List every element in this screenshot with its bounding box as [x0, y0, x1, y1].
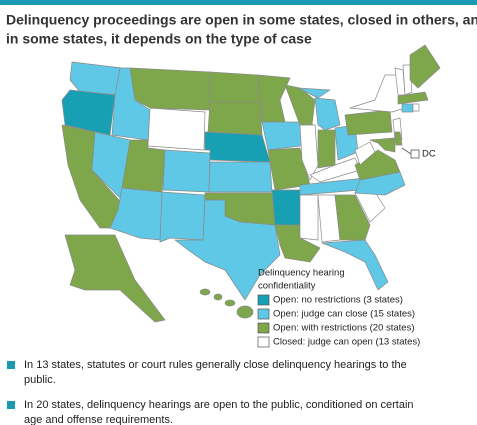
state — [257, 74, 291, 123]
state — [401, 103, 414, 113]
state — [299, 124, 319, 181]
state — [207, 101, 263, 136]
note-line: In 20 states, delinquency hearings are o… — [24, 399, 414, 411]
note-line: In 13 states, statutes or court rules ge… — [24, 359, 407, 371]
top-bar — [0, 0, 477, 5]
bullet — [7, 361, 15, 369]
notes: In 13 states, statutes or court rules ge… — [7, 359, 414, 425]
state — [317, 129, 336, 169]
state — [344, 109, 393, 136]
state — [284, 84, 316, 126]
state — [394, 131, 403, 146]
legend-label: Open: no restrictions (3 states) — [273, 295, 403, 306]
state — [61, 89, 116, 136]
state — [369, 137, 396, 153]
bullet — [7, 401, 15, 409]
state — [162, 149, 211, 193]
dc-leader — [401, 147, 412, 155]
state — [129, 67, 211, 111]
state — [209, 71, 261, 103]
state — [354, 141, 376, 166]
legend-label: Open: judge can close (15 states) — [273, 309, 415, 320]
state — [159, 191, 206, 243]
us-map — [61, 44, 441, 323]
state — [174, 199, 281, 301]
state — [199, 288, 211, 296]
legend-swatch — [257, 322, 270, 334]
state — [412, 103, 420, 112]
legend-swatch — [257, 294, 270, 306]
state — [224, 299, 236, 307]
legend-label: Open: with restrictions (20 states) — [273, 323, 415, 334]
legend-swatch — [257, 336, 270, 348]
legend-label: Closed: judge can open (13 states) — [273, 337, 420, 348]
state — [297, 87, 331, 99]
state — [64, 234, 166, 323]
state — [397, 91, 429, 105]
legend-title: Delinquency hearing — [258, 268, 345, 279]
legend-swatch — [257, 308, 270, 320]
state — [213, 293, 223, 301]
state — [409, 44, 441, 89]
state — [147, 107, 206, 151]
state — [314, 97, 341, 131]
title-line: Delinquency proceedings are open in some… — [6, 12, 477, 28]
legend-title: confidentiality — [258, 281, 316, 292]
note-line: age and offense requirements. — [24, 414, 173, 425]
state — [334, 194, 371, 241]
legend: Delinquency hearing confidentiality Open… — [257, 268, 420, 348]
title-line: in some states, it depends on the type o… — [6, 31, 312, 47]
dc-label: DC — [422, 149, 436, 160]
state — [299, 194, 319, 241]
note-line: public. — [24, 374, 56, 386]
state — [121, 139, 166, 193]
state — [208, 161, 273, 193]
state — [69, 61, 123, 96]
state — [236, 305, 254, 319]
state — [204, 131, 271, 163]
state — [321, 239, 389, 291]
dc-box — [410, 149, 420, 159]
